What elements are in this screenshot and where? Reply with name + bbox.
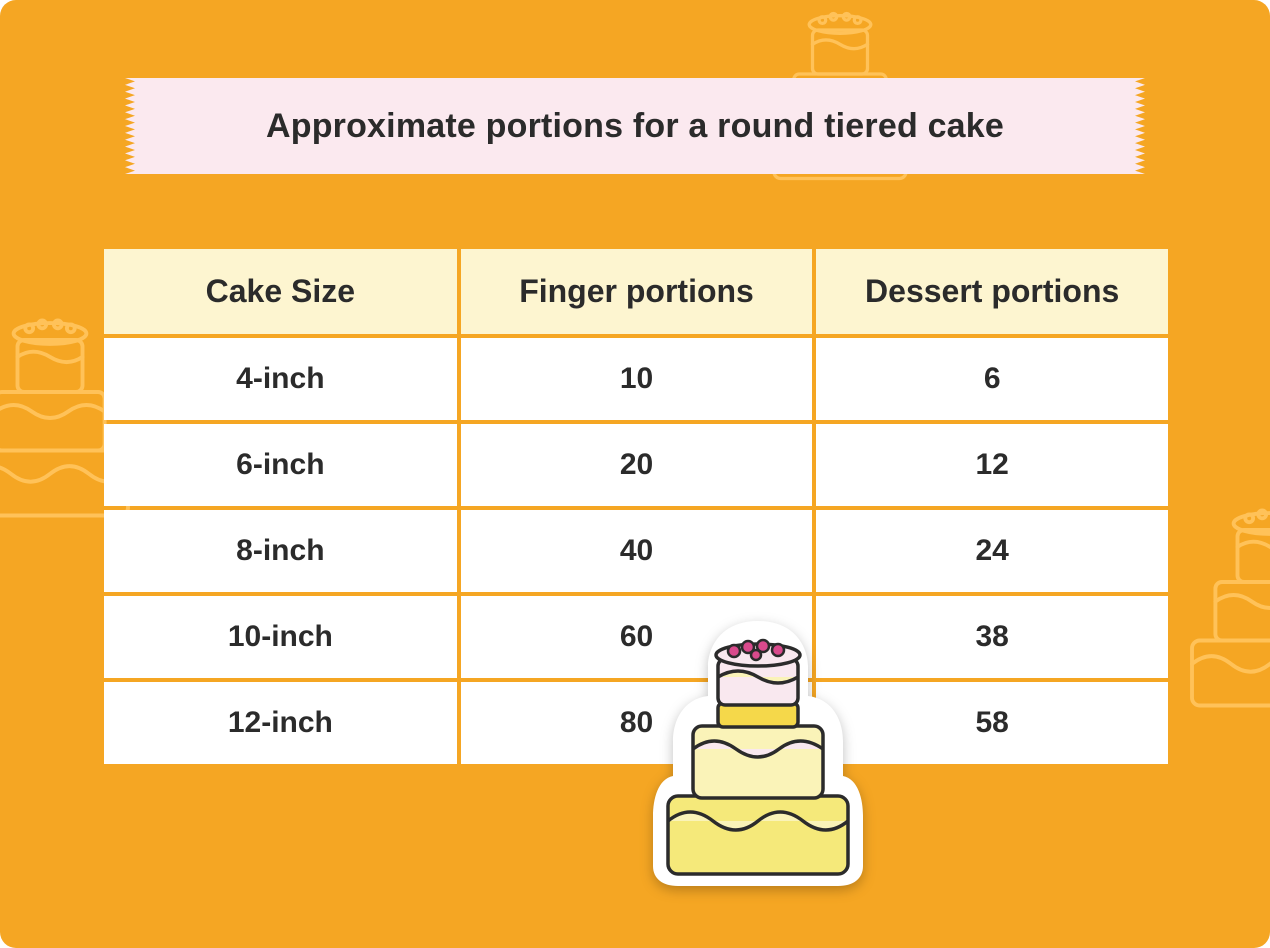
table-row: 8-inch4024 [104,510,1168,592]
table-cell: 6-inch [104,424,457,506]
bg-cake-outline [1166,472,1270,719]
table-cell: 24 [816,510,1168,592]
title-ribbon: Approximate portions for a round tiered … [125,78,1145,174]
table-cell: 12-inch [104,682,457,764]
table-cell: 10-inch [104,596,457,678]
table-header: Finger portions [461,249,813,334]
table-row: 10-inch6038 [104,596,1168,678]
portions-table-wrap: Cake SizeFinger portionsDessert portions… [100,245,1172,768]
table-row: 12-inch8058 [104,682,1168,764]
table-row: 6-inch2012 [104,424,1168,506]
table-cell: 20 [461,424,813,506]
table-cell: 12 [816,424,1168,506]
table-row: 4-inch106 [104,338,1168,420]
table-cell: 58 [816,682,1168,764]
table-cell: 6 [816,338,1168,420]
table-cell: 8-inch [104,510,457,592]
table-cell: 10 [461,338,813,420]
table-header: Dessert portions [816,249,1168,334]
cake-illustration [648,611,868,891]
table-cell: 4-inch [104,338,457,420]
page-title: Approximate portions for a round tiered … [266,107,1004,146]
table-cell: 38 [816,596,1168,678]
table-cell: 40 [461,510,813,592]
portions-table: Cake SizeFinger portionsDessert portions… [100,245,1172,768]
table-header: Cake Size [104,249,457,334]
